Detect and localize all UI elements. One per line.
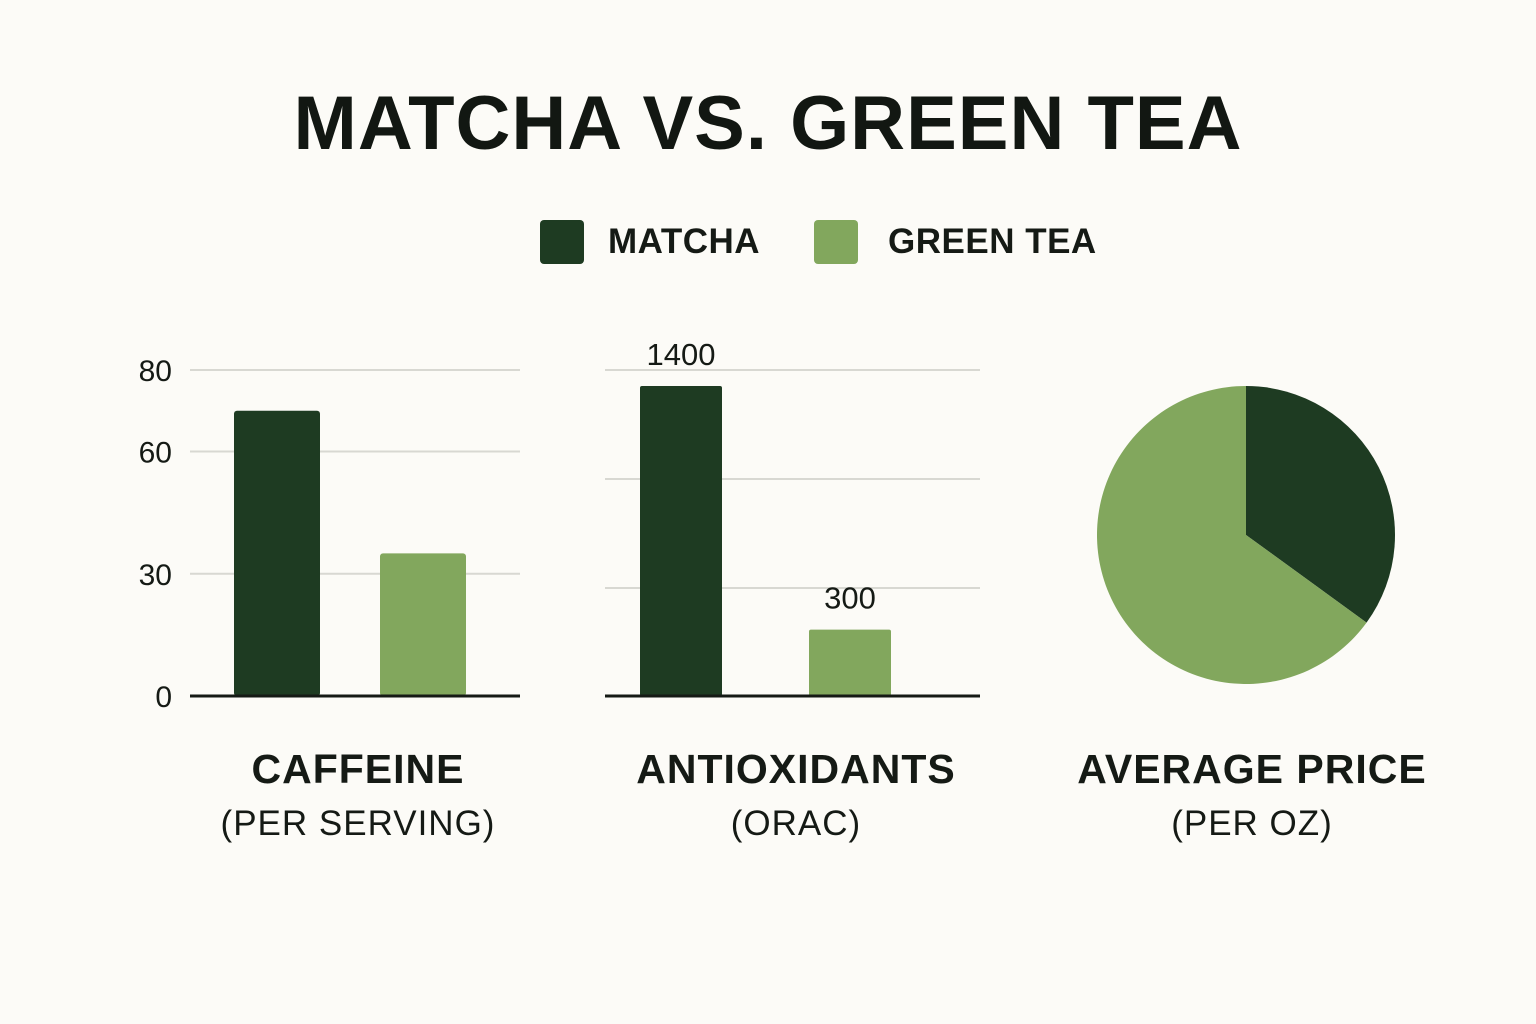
antioxidant-bar-matcha	[640, 386, 722, 696]
legend-item-green-tea: GREEN TEA	[814, 220, 1097, 264]
caffeine-y-tick-label: 30	[139, 559, 172, 592]
legend-swatch-green-tea	[814, 220, 858, 264]
antioxidant-chart-subtitle: (ORAC)	[730, 804, 862, 843]
antioxidant-data-label-matcha: 1400	[647, 337, 716, 372]
price-chart-title: AVERAGE PRICE	[1077, 746, 1427, 792]
antioxidant-chart: 1400 300	[605, 337, 980, 698]
antioxidant-bar-green-tea	[809, 629, 891, 696]
price-pie-chart	[1097, 385, 1396, 684]
price-pie-slice-green-tea	[1097, 385, 1367, 684]
page-title: MATCHA VS. GREEN TEA	[293, 81, 1243, 166]
caffeine-y-tick-label: 0	[155, 681, 172, 714]
legend-swatch-matcha	[540, 220, 584, 264]
caffeine-chart-subtitle: (PER SERVING)	[220, 804, 496, 843]
caffeine-bar-matcha	[234, 410, 320, 696]
caffeine-chart-title: CAFFEINE	[251, 746, 465, 792]
caffeine-y-tick-label: 60	[139, 437, 172, 470]
legend-label-green-tea: GREEN TEA	[888, 222, 1097, 261]
caffeine-y-tick-label: 80	[139, 355, 172, 388]
antioxidant-chart-title: ANTIOXIDANTS	[636, 746, 956, 792]
legend-item-matcha: MATCHA	[540, 220, 760, 264]
legend-label-matcha: MATCHA	[608, 222, 761, 261]
caffeine-chart: 0 30 60 80	[139, 355, 520, 714]
caffeine-bar-green-tea	[380, 553, 466, 696]
antioxidant-data-label-green-tea: 300	[824, 581, 876, 616]
price-pie-slice-matcha	[1246, 386, 1396, 623]
price-chart-subtitle: (PER OZ)	[1171, 804, 1333, 843]
